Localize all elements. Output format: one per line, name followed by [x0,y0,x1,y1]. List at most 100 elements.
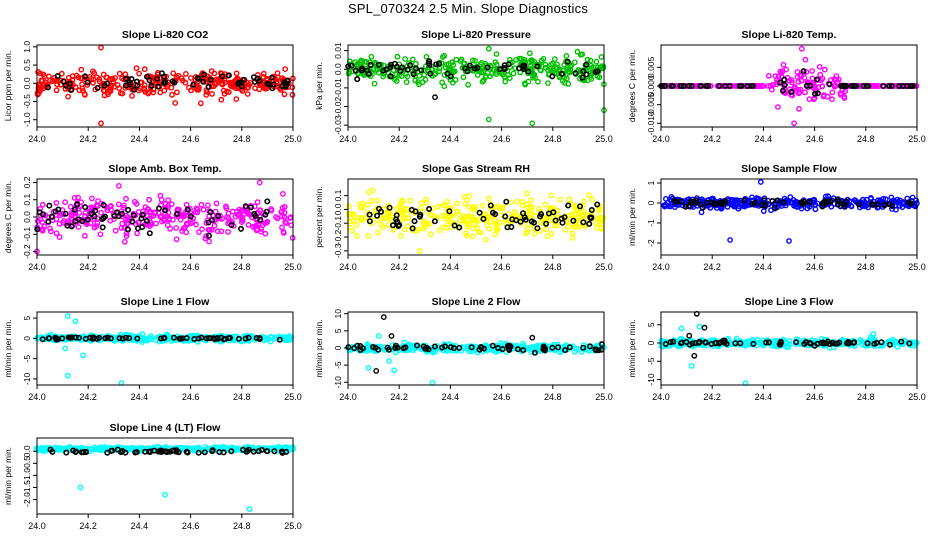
point-all [161,87,168,94]
point-subset [219,73,226,80]
point-subset [94,84,101,91]
point-subset [133,449,140,456]
point-all [573,211,579,218]
x-tick-label: 24.2 [390,262,408,272]
point-subset [686,341,693,348]
point-all [168,338,175,344]
point-all [491,217,498,224]
point-subset [549,73,556,80]
y-tick-label: -1.0 [22,468,32,483]
point-subset [238,225,245,232]
point-all [202,235,209,242]
point-subset [834,201,841,208]
point-subset [580,68,587,75]
point-all [206,226,213,233]
point-all [39,219,46,226]
x-tick-label: 24.2 [79,262,97,272]
point-subset [358,65,365,72]
point-subset [765,339,772,346]
point-all [821,66,828,73]
outlier-all [246,506,253,513]
point-subset [228,222,235,229]
point-subset [552,217,559,224]
point-subset [504,224,511,231]
x-tick-label: 24.6 [806,392,824,402]
point-subset [450,345,457,352]
point-all [543,226,549,233]
point-all [575,223,582,230]
point-all [439,79,445,86]
point-all [364,201,371,208]
point-subset [134,335,141,342]
point-all [365,232,372,239]
point-all [157,192,164,199]
point-all [208,68,215,75]
point-subset [84,79,91,86]
point-subset [209,448,216,455]
plot-frame [36,437,294,515]
point-all [93,223,100,229]
point-all [550,67,557,74]
point-all [194,86,201,93]
point-subset [777,338,784,345]
point-all [728,196,735,203]
point-subset [116,335,123,342]
point-all [146,209,153,216]
point-subset [155,83,162,90]
point-all [506,75,513,82]
point-all [409,56,416,63]
point-subset [580,344,587,351]
point-subset [156,205,163,212]
point-subset [206,232,213,239]
point-subset [806,199,813,206]
point-all [62,199,68,206]
point-subset [283,80,290,87]
point-all [375,229,381,236]
y-tick-label: 5 [333,328,343,333]
point-subset [807,82,814,89]
point-all [593,58,600,65]
point-subset [163,448,170,455]
point-subset [418,67,425,74]
point-subset [119,447,126,454]
point-all [172,100,179,106]
point-subset [392,344,399,351]
data-points [345,187,607,254]
point-all [108,203,114,209]
point-subset [54,73,61,80]
y-tick-label: -0.5 [22,456,32,471]
point-subset [404,66,411,73]
point-all [174,207,181,214]
point-subset [387,64,394,71]
point-subset [504,342,511,349]
plot-frame [660,311,918,386]
point-all [551,56,558,62]
y-axis-label: degrees C per min. [627,50,637,122]
point-all [208,226,215,233]
point-subset [513,217,520,224]
point-all [465,222,472,228]
point-all [281,203,288,210]
point-subset [595,347,602,354]
x-tick-label: 24.0 [652,392,670,402]
data-points [661,179,920,244]
x-axis: 24.0 24.2 24.4 24.6 24.8 25.0 [339,385,613,402]
point-subset [124,226,131,233]
panel-line3-flow: Slope Line 3 Flow 24.0 24.2 24.4 24.6 24.8 25.… [627,296,926,402]
point-all [225,228,231,235]
y-axis: -0.03-0.02-0.01 0.0 0.01 [333,42,348,135]
point-subset [46,335,53,342]
point-subset [191,335,198,342]
point-subset [456,224,463,231]
point-all [446,66,453,73]
point-all [815,84,822,91]
plot-frame [347,311,605,386]
point-subset [410,71,417,78]
point-all [346,203,352,210]
x-tick-label: 24.8 [233,521,251,531]
panel-sample-flow: Slope Sample Flow 24.0 24.2 24.4 24.6 24.8 25.… [627,163,926,272]
point-all [116,70,123,77]
point-subset [779,87,786,94]
x-tick-label: 25.0 [284,262,302,272]
point-all [816,64,823,70]
